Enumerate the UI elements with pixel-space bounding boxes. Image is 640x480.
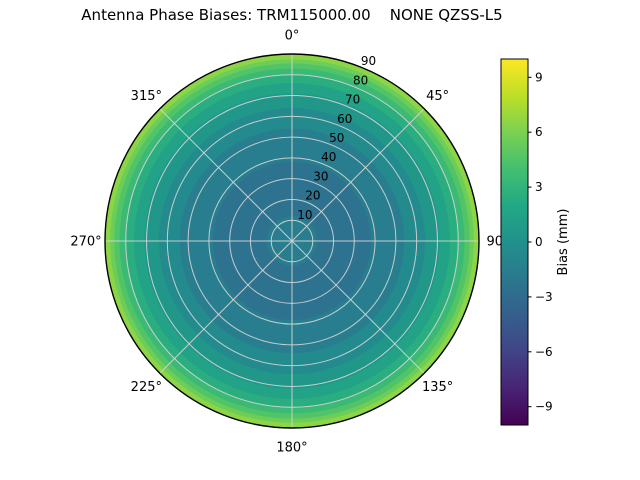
angular-gridline — [291, 240, 425, 374]
colorbar-tick-label: 6 — [535, 125, 543, 139]
colorbar-tick-label: 9 — [535, 70, 543, 84]
colorbar-tick-label: 3 — [535, 180, 543, 194]
colorbar — [500, 58, 529, 426]
chart-title: Antenna Phase Biases: TRM115000.00 NONE … — [81, 6, 503, 24]
radial-tick-label: 90 — [361, 54, 376, 68]
angular-tick-label: 45° — [426, 89, 449, 104]
radial-tick-label: 40 — [321, 150, 336, 164]
colorbar-tick-label: −9 — [535, 400, 553, 414]
angular-gridline — [159, 240, 293, 374]
colorbar-tick-label: −6 — [535, 345, 553, 359]
polar-outline — [104, 53, 480, 429]
colorbar-axis-label: Bias (mm) — [556, 209, 571, 276]
angular-tick-label: 225° — [131, 380, 162, 395]
radial-tick-label: 10 — [297, 208, 312, 222]
angular-gridline — [291, 108, 425, 242]
angular-tick-label: 135° — [422, 380, 453, 395]
angular-tick-label: 180° — [276, 441, 307, 456]
colorbar-tick-label: −3 — [535, 290, 553, 304]
colorbar-tick-label: 0 — [535, 235, 543, 249]
radial-tick-label: 60 — [337, 112, 352, 126]
angular-tick-label: 0° — [285, 29, 300, 44]
radial-tick-label: 70 — [345, 93, 360, 107]
angular-tick-label: 315° — [131, 89, 162, 104]
angular-tick-label: 270° — [70, 235, 101, 250]
angular-gridline — [159, 108, 293, 242]
radial-tick-label: 50 — [329, 131, 344, 145]
radial-tick-label: 20 — [305, 189, 320, 203]
radial-tick-label: 30 — [313, 169, 328, 183]
radial-tick-label: 80 — [353, 73, 368, 87]
